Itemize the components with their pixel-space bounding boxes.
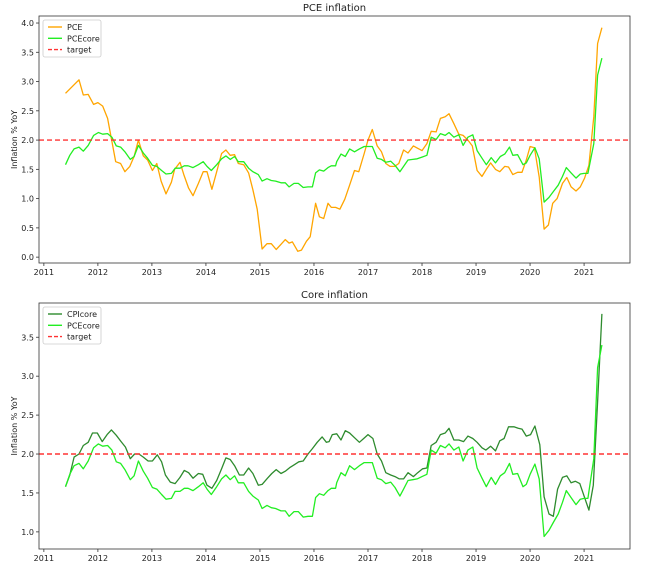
y-tick-label: 2.5 — [21, 107, 34, 116]
y-tick-label: 1.0 — [21, 528, 34, 537]
x-tick-label: 2013 — [142, 554, 162, 563]
series-line-pcecore — [64, 57, 603, 203]
x-tick-label: 2019 — [466, 268, 486, 277]
legend-box — [42, 306, 102, 345]
legend: PCE PCEcore target — [42, 19, 102, 58]
y-tick-label: 1.5 — [21, 165, 34, 174]
legend-label-pcecore: PCEcore — [67, 34, 100, 43]
y-axis-label: Inflation % YoY — [10, 110, 19, 169]
x-tick-label: 2015 — [250, 268, 270, 277]
x-tick-label: 2012 — [88, 554, 108, 563]
x-tick-label: 2019 — [466, 554, 486, 563]
x-tick-label: 2014 — [196, 554, 216, 563]
y-tick-label: 0.5 — [21, 224, 34, 233]
x-tick-label: 2021 — [574, 268, 594, 277]
axes-frame — [38, 15, 631, 264]
y-tick-label: 2.0 — [21, 136, 34, 145]
legend-label-pce: PCE — [67, 23, 82, 32]
x-tick-label: 2021 — [574, 554, 594, 563]
legend-label-pcecore: PCEcore — [67, 321, 100, 330]
legend-label-target: target — [67, 333, 91, 342]
x-tick-label: 2015 — [250, 554, 270, 563]
plot-lines — [39, 313, 630, 538]
x-tick-label: 2014 — [196, 268, 216, 277]
x-tick-label: 2016 — [304, 554, 324, 563]
y-tick-label: 4.0 — [21, 19, 34, 28]
legend-label-cpicore: CPIcore — [67, 310, 97, 319]
x-tick-label: 2012 — [88, 268, 108, 277]
y-tick-label: 3.5 — [21, 333, 34, 342]
x-tick-label: 2018 — [412, 268, 432, 277]
y-tick-label: 3.0 — [21, 78, 34, 87]
x-tick-label: 2013 — [142, 268, 162, 277]
y-tick-label: 0.0 — [21, 253, 34, 262]
y-tick-label: 1.0 — [21, 195, 34, 204]
x-tick-label: 2017 — [358, 268, 378, 277]
axes-frame — [38, 302, 631, 550]
legend-box — [42, 19, 102, 58]
series-line-pce — [65, 27, 603, 252]
y-tick-label: 2.5 — [21, 411, 34, 420]
legend: CPIcore PCEcore target — [42, 306, 102, 345]
chart-title: Core inflation — [301, 290, 368, 301]
chart-title: PCE inflation — [303, 3, 366, 14]
series-line-pcecore — [64, 344, 603, 538]
y-tick-label: 2.0 — [21, 450, 34, 459]
plot-lines — [39, 27, 630, 252]
x-tick-label: 2020 — [520, 268, 540, 277]
x-tick-label: 2020 — [520, 554, 540, 563]
y-axis-label: Inflation % YoY — [10, 396, 19, 455]
x-tick-label: 2017 — [358, 554, 378, 563]
x-tick-label: 2011 — [34, 268, 54, 277]
x-tick-label: 2011 — [34, 554, 54, 563]
y-tick-label: 1.5 — [21, 489, 34, 498]
x-tick-label: 2018 — [412, 554, 432, 563]
subplot-1: PCE inflation Inflation % YoY 2011 2012 2013… — [10, 3, 631, 277]
x-tick-label: 2016 — [304, 268, 324, 277]
subplot-2: Core inflation Inflation % YoY 2011 2012 201… — [10, 290, 631, 563]
series-line-cpicore — [64, 313, 603, 517]
legend-label-target: target — [67, 46, 91, 55]
y-tick-label: 3.5 — [21, 48, 34, 57]
y-tick-label: 3.0 — [21, 372, 34, 381]
